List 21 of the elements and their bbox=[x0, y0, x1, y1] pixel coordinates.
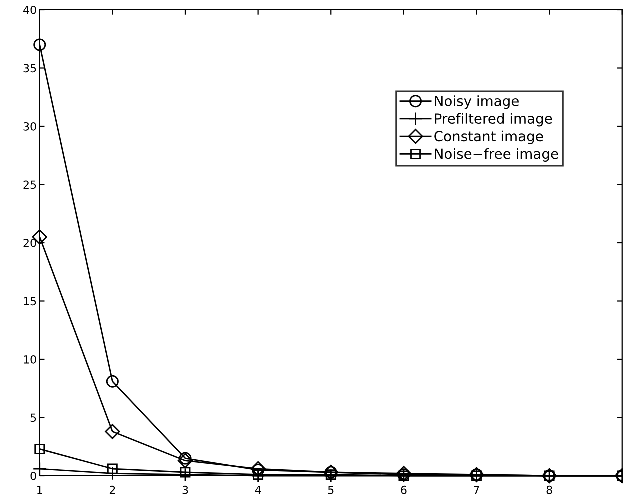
y-tick-label: 0 bbox=[30, 472, 36, 480]
x-tick-label: 4 bbox=[255, 486, 262, 494]
y-tick-label: 40 bbox=[24, 6, 36, 14]
x-tick-label: 3 bbox=[182, 486, 188, 494]
x-tick-label: 1 bbox=[38, 486, 42, 494]
x-tick-label: 2 bbox=[110, 486, 116, 494]
y-tick-label: 10 bbox=[24, 355, 36, 364]
legend-label: Noisy image bbox=[435, 96, 519, 110]
x-tick-label: 8 bbox=[546, 486, 552, 494]
y-tick-label: 30 bbox=[24, 122, 36, 131]
legend-label: Prefiltered image bbox=[435, 113, 552, 127]
x-tick-label: 5 bbox=[328, 486, 334, 494]
y-tick-label: 20 bbox=[24, 238, 36, 248]
y-tick-label: 5 bbox=[30, 414, 36, 422]
legend-label: Constant image bbox=[434, 130, 544, 144]
legend-label: Noise−free image bbox=[435, 148, 558, 162]
y-tick-label: 35 bbox=[24, 64, 36, 73]
x-tick-label: 6 bbox=[401, 486, 407, 494]
y-tick-label: 25 bbox=[24, 180, 36, 190]
y-tick-label: 15 bbox=[24, 297, 36, 306]
x-tick-label: 7 bbox=[474, 486, 480, 494]
